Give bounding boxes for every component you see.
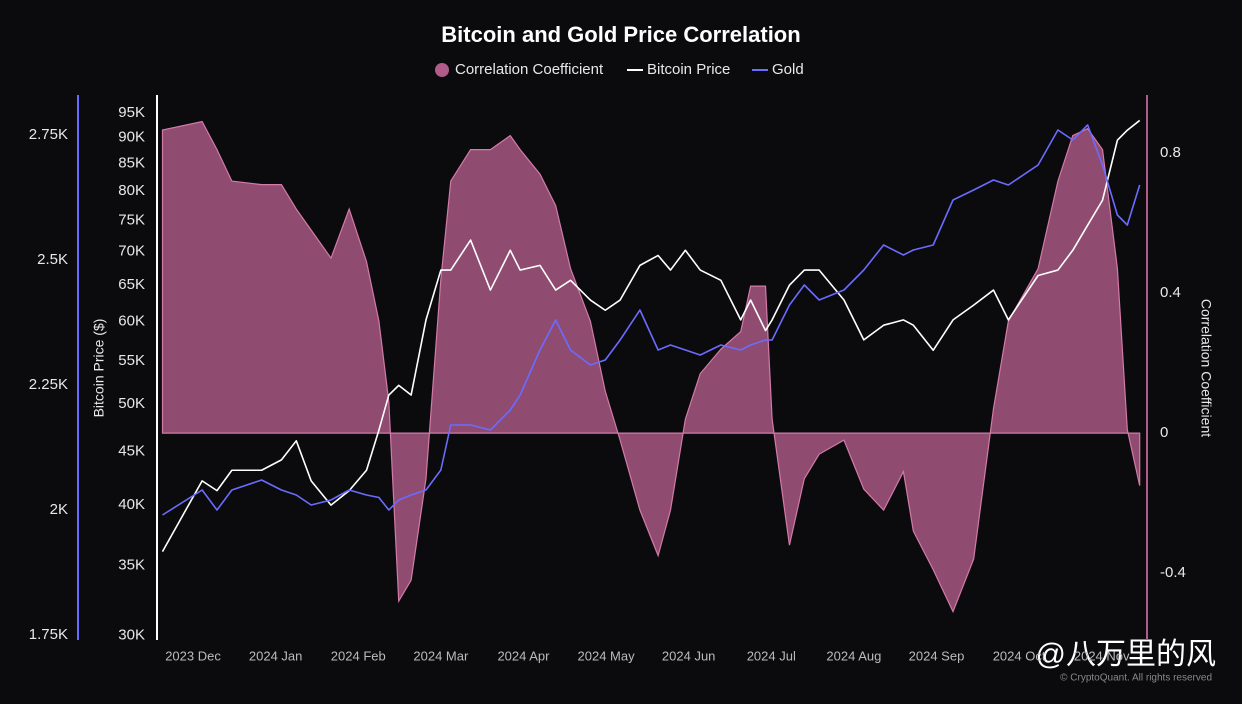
x-tick-label: 2024 Sep: [909, 648, 965, 663]
y3ticks-label: 1.75K: [29, 626, 68, 643]
series-line: [161, 119, 1141, 552]
yticks-label: 65K: [118, 276, 145, 293]
x-tick-label: 2023 Dec: [165, 648, 221, 663]
yticks-label: 90K: [118, 129, 145, 146]
x-tick-label: 2024 May: [578, 648, 636, 663]
x-tick-label: 2024 Apr: [497, 648, 550, 663]
x-tick-label: 2024 Feb: [331, 648, 386, 663]
y2ticks-label: 0.8: [1160, 144, 1181, 161]
y3ticks-label: 2.5K: [37, 251, 68, 268]
y2ticks-label: 0: [1160, 424, 1168, 441]
yticks-label: 30K: [118, 626, 145, 643]
yticks-label: 80K: [118, 182, 145, 199]
yticks-label: 60K: [118, 312, 145, 329]
yticks-label: 85K: [118, 155, 145, 172]
x-tick-label: 2024 Jan: [249, 648, 303, 663]
watermark: @八万里的风: [1036, 638, 1216, 671]
series-line: [162, 124, 1141, 516]
y2-axis-title: Correlation Coefficient: [1198, 299, 1214, 437]
y3ticks-label: 2.75K: [29, 126, 68, 143]
legend-label: Correlation Coefficient: [455, 61, 604, 78]
x-tick-label: 2024 Aug: [826, 648, 881, 663]
x-tick-label: 2024 Mar: [413, 648, 469, 663]
x-tick-label: 2024 Nov: [1074, 648, 1130, 663]
correlation-area: [161, 120, 1141, 614]
x-tick-label: 2024 Oct: [993, 648, 1046, 663]
x-tick-label: 2024 Jun: [662, 648, 716, 663]
yticks-label: 50K: [118, 395, 145, 412]
chart-title: Bitcoin and Gold Price Correlation: [441, 22, 800, 47]
legend-swatch: [435, 63, 449, 77]
yticks-label: 75K: [118, 211, 145, 228]
yticks-label: 70K: [118, 243, 145, 260]
legend-label: Bitcoin Price: [647, 61, 730, 78]
yticks-label: 35K: [118, 557, 145, 574]
yticks-label: 45K: [118, 443, 145, 460]
credit: © CryptoQuant. All rights reserved: [1060, 673, 1212, 684]
y3ticks-label: 2K: [50, 501, 68, 518]
x-tick-label: 2024 Jul: [747, 648, 796, 663]
legend-label: Gold: [772, 61, 804, 78]
yticks-label: 55K: [118, 352, 145, 369]
y2ticks-label: -0.4: [1160, 564, 1186, 581]
y2ticks-label: 0.4: [1160, 284, 1181, 301]
y3ticks-label: 2.25K: [29, 376, 68, 393]
yticks-label: 95K: [118, 104, 145, 121]
yticks-label: 40K: [118, 496, 145, 513]
y-axis-title: Bitcoin Price ($): [91, 319, 107, 418]
